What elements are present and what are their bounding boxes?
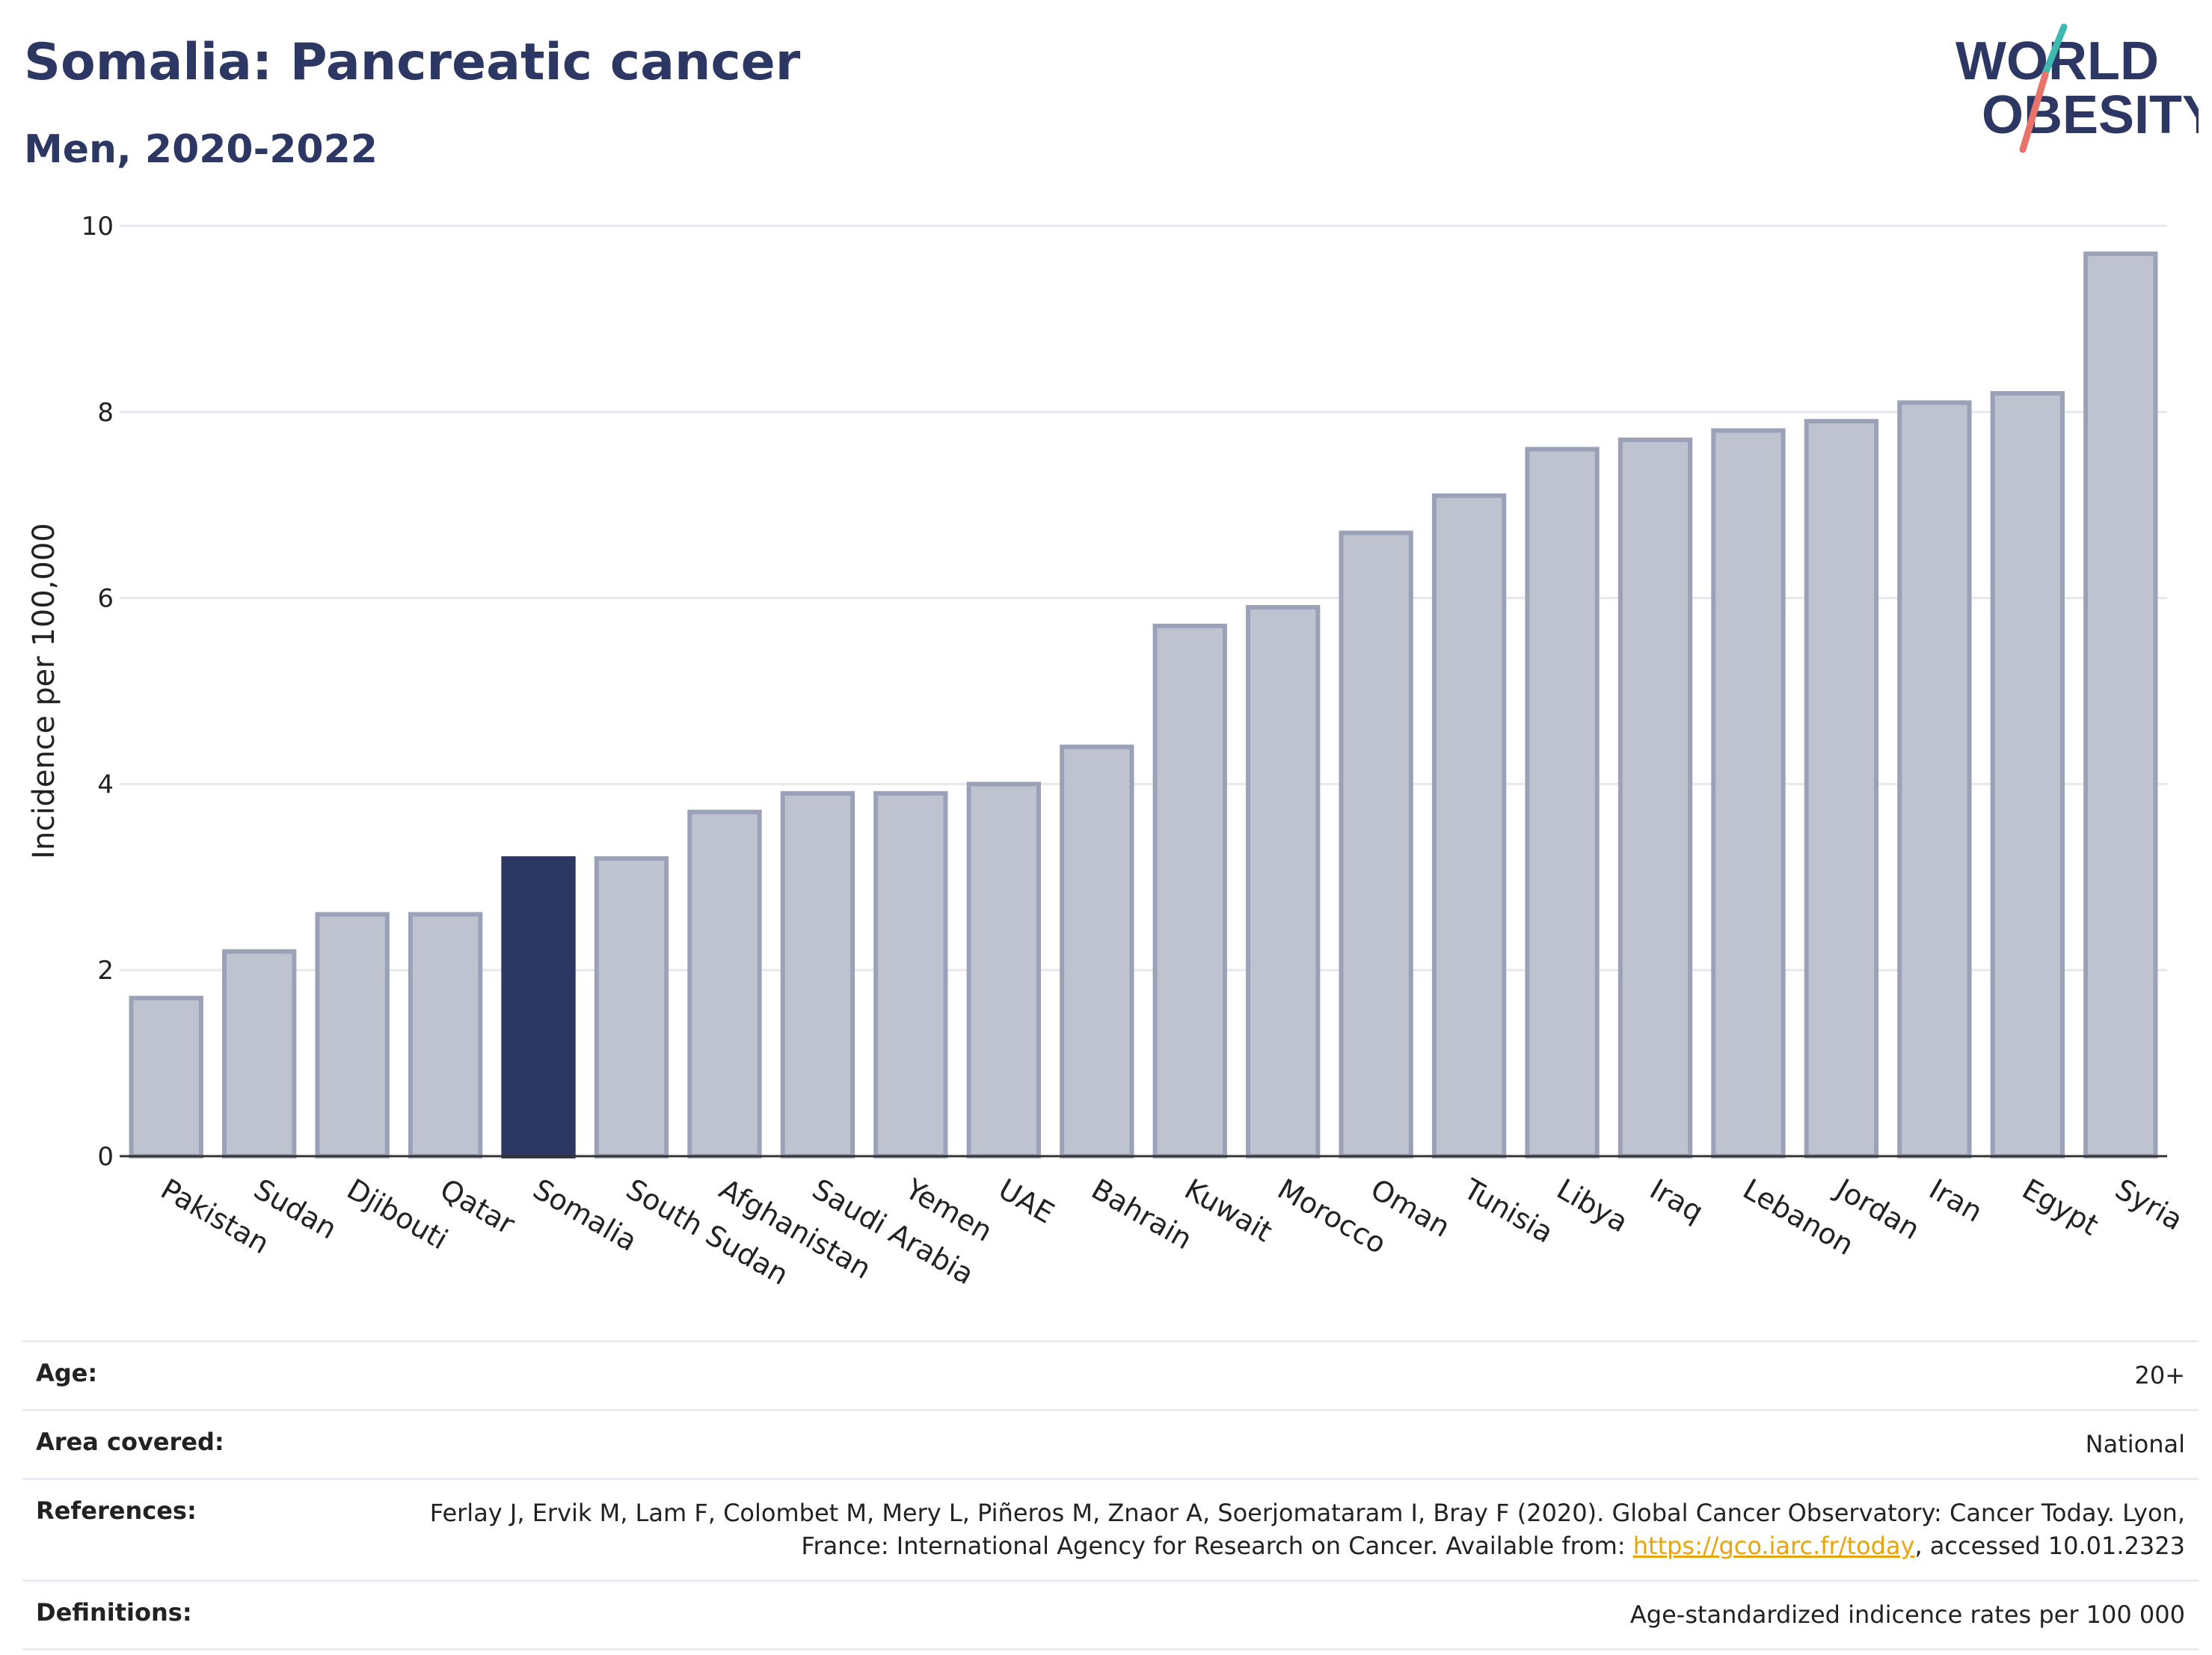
references-label: References: <box>36 1496 197 1525</box>
bar-djibouti <box>315 912 390 1159</box>
y-tick-labels: 0 2 4 6 8 10 <box>82 212 114 1172</box>
bar-libya <box>1525 446 1600 1158</box>
references-link[interactable]: https://gco.iarc.fr/today <box>1632 1532 1915 1561</box>
area-value: National <box>2085 1429 2185 1458</box>
x-tick-label: Syria <box>2110 1173 2188 1237</box>
x-tick-label: Iraq <box>1644 1173 1709 1229</box>
definitions-value: Age-standardized indicence rates per 100… <box>1629 1600 2185 1630</box>
world-obesity-logo: WORLD OBESITY <box>1956 23 2199 153</box>
bar-bahrain <box>1060 744 1134 1158</box>
x-tick-label: Libya <box>1552 1173 1634 1239</box>
meta-row-definitions: Definitions: Age-standardized indicence … <box>22 1582 2199 1651</box>
area-label: Area covered: <box>36 1427 224 1456</box>
age-value: 20+ <box>2134 1361 2185 1390</box>
x-tick-label: Tunisia <box>1457 1172 1558 1250</box>
references-text: Ferlay J, Ervik M, Lam F, Colombet M, Me… <box>429 1498 2185 1561</box>
x-tick-label: Kuwait <box>1179 1173 1278 1249</box>
x-tick-label: Egypt <box>2017 1173 2104 1242</box>
bar-iran <box>1897 400 1972 1158</box>
definitions-label: Definitions: <box>36 1598 192 1627</box>
bar-iraq <box>1617 437 1693 1158</box>
x-tick-label: Djibouti <box>342 1173 454 1256</box>
bar-saudi-arabia <box>780 790 855 1158</box>
y-tick-label: 2 <box>97 956 114 986</box>
bar-kuwait <box>1152 623 1227 1158</box>
metadata-table: Age: 20+ Area covered: National Referenc… <box>22 1340 2199 1651</box>
bar-egypt <box>1990 390 2065 1158</box>
bar-lebanon <box>1711 428 1786 1158</box>
chart-subtitle: Men, 2020-2022 <box>24 127 378 172</box>
bar-jordan <box>1804 419 1879 1158</box>
bar-oman <box>1339 530 1413 1158</box>
x-tick-label: Somalia <box>528 1173 643 1258</box>
y-tick-label: 0 <box>97 1142 114 1172</box>
bar-uae <box>966 782 1041 1159</box>
logo-slash-teal <box>2042 23 2068 77</box>
age-label: Age: <box>36 1359 98 1387</box>
bar-morocco <box>1246 605 1321 1158</box>
logo-slash-coral <box>2019 71 2049 153</box>
y-tick-label: 10 <box>82 212 114 242</box>
references-value: Ferlay J, Ervik M, Lam F, Colombet M, Me… <box>428 1496 2185 1564</box>
y-tick-label: 8 <box>97 398 114 428</box>
bar-afghanistan <box>687 809 762 1158</box>
x-tick-label: UAE <box>993 1173 1060 1230</box>
bar-yemen <box>873 790 948 1158</box>
y-tick-label: 4 <box>97 770 114 799</box>
meta-row-area: Area covered: National <box>22 1411 2199 1480</box>
logo-line2: OBESITY <box>1982 85 2199 145</box>
references-accessed: , accessed 10.01.2323 <box>1914 1532 2185 1561</box>
bar-somalia <box>501 856 576 1159</box>
bar-sudan <box>222 949 297 1158</box>
bar-pakistan <box>129 995 203 1159</box>
meta-row-age: Age: 20+ <box>22 1342 2199 1411</box>
x-tick-label: Bahrain <box>1086 1173 1197 1256</box>
meta-row-references: References: Ferlay J, Ervik M, Lam F, Co… <box>22 1480 2199 1582</box>
bars <box>129 251 2158 1159</box>
bar-qatar <box>408 912 483 1159</box>
bar-tunisia <box>1431 493 1507 1158</box>
y-tick-label: 6 <box>97 584 114 614</box>
bar-south-sudan <box>594 856 669 1159</box>
y-axis-label: Incidence per 100,000 <box>27 523 61 859</box>
bar-syria <box>2083 251 2158 1159</box>
chart-title: Somalia: Pancreatic cancer <box>24 33 801 92</box>
x-tick-label: Iran <box>1923 1173 1988 1229</box>
